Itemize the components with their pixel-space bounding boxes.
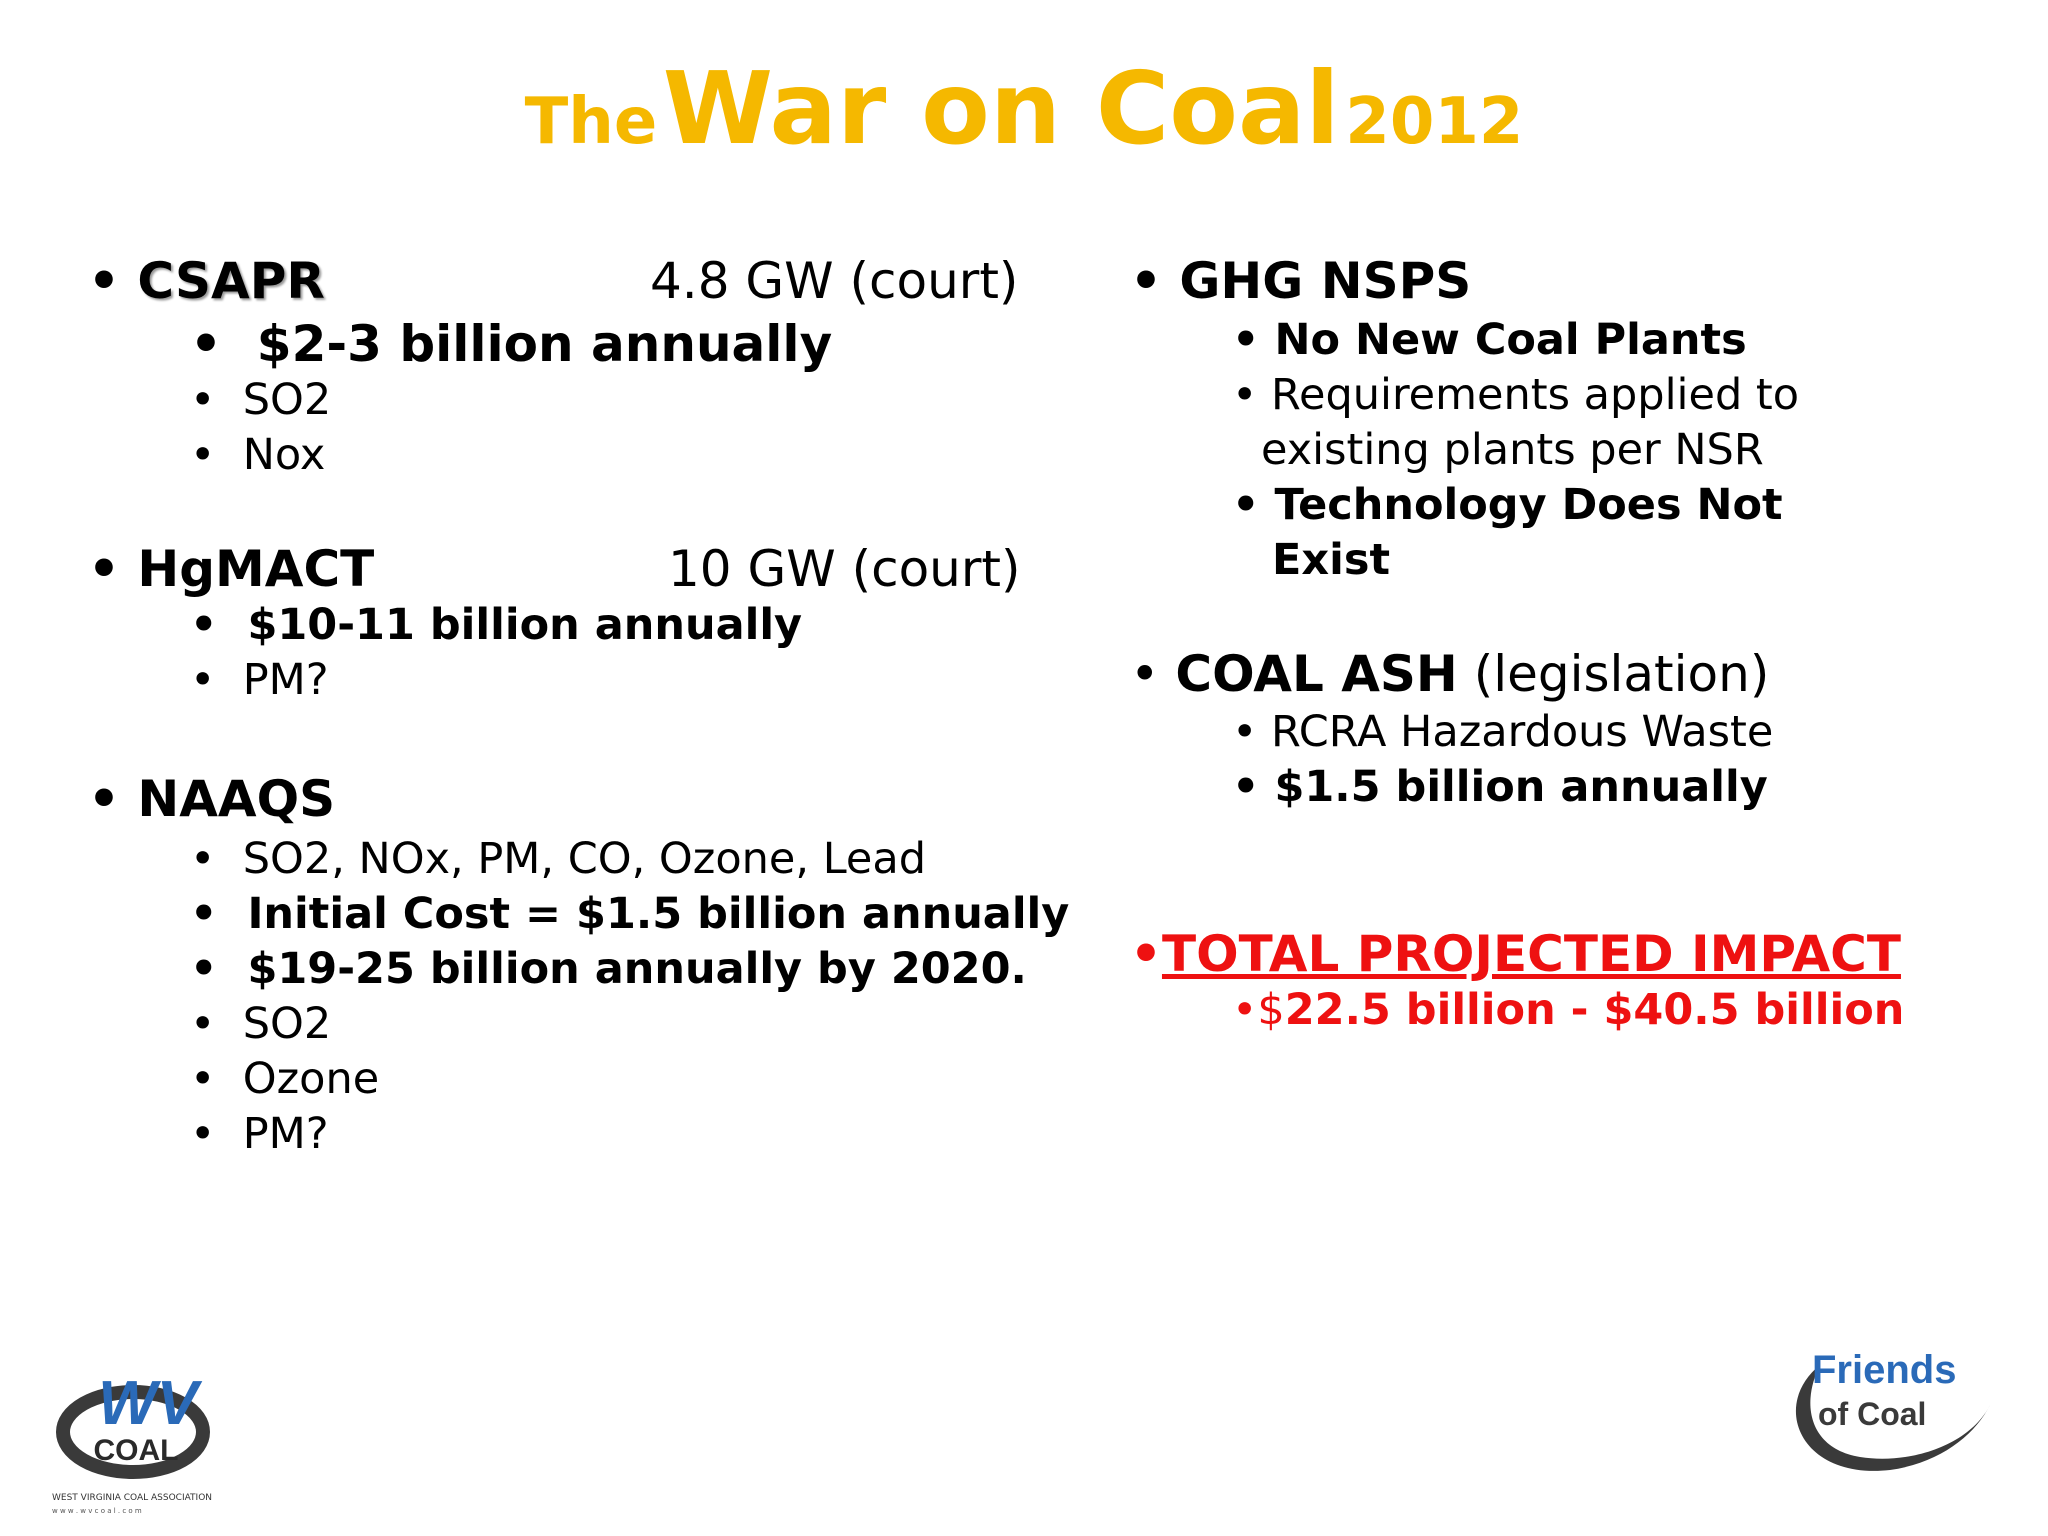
csapr-item-1: • $2-3 billion annually (190, 315, 833, 373)
csapr-item-3: • Nox (190, 430, 326, 480)
title-year: 2012 (1345, 85, 1524, 159)
ghg-item-3: • Technology Does Not (1232, 480, 1783, 530)
naaqs-heading: • NAAQS (88, 770, 336, 828)
coal-ash-heading: • COAL ASH (legislation) (1130, 645, 1770, 703)
svg-text:of Coal: of Coal (1818, 1396, 1926, 1432)
svg-text:Friends: Friends (1812, 1348, 1956, 1392)
ghg-item-2: • Requirements applied to (1232, 370, 1800, 420)
total-value: •$22.5 billion - $40.5 billion (1232, 985, 1905, 1035)
total-heading: •TOTAL PROJECTED IMPACT (1130, 925, 1901, 983)
naaqs-item-1: • SO2, NOx, PM, CO, Ozone, Lead (190, 834, 926, 884)
naaqs-item-5: • Ozone (190, 1054, 380, 1104)
hgmact-heading: • HgMACT (88, 540, 375, 598)
csapr-item-2: • SO2 (190, 375, 332, 425)
svg-text:COAL: COAL (94, 1434, 179, 1467)
ghg-item-2-cont: existing plants per NSR (1261, 425, 1764, 475)
svg-text:w w w . w v c o a l . c o m: w w w . w v c o a l . c o m (52, 1507, 142, 1515)
title-war-on-coal: War on Coal (662, 50, 1340, 167)
csapr-capacity: 4.8 GW (court) (650, 252, 1019, 310)
hgmact-capacity: 10 GW (court) (668, 540, 1021, 598)
hgmact-item-2: • PM? (190, 655, 329, 705)
naaqs-item-6: • PM? (190, 1109, 329, 1159)
title-the: The (524, 85, 658, 159)
svg-text:WEST VIRGINIA COAL ASSOCIATION: WEST VIRGINIA COAL ASSOCIATION (52, 1493, 212, 1503)
friends-of-coal-logo: Friends of Coal (1780, 1345, 2000, 1485)
ghg-item-3-cont: Exist (1272, 535, 1390, 585)
hgmact-item-1: • $10-11 billion annually (190, 600, 803, 650)
coal-ash-item-2: • $1.5 billion annually (1232, 762, 1768, 812)
ghg-heading: • GHG NSPS (1130, 252, 1472, 310)
naaqs-item-3: • $19-25 billion annually by 2020. (190, 944, 1027, 994)
csapr-heading: • CSAPR (88, 252, 325, 310)
naaqs-item-4: • SO2 (190, 999, 332, 1049)
ghg-item-1: • No New Coal Plants (1232, 315, 1747, 365)
svg-text:WV: WV (98, 1369, 203, 1438)
slide-title: The War on Coal 2012 (0, 50, 2048, 180)
coal-ash-item-1: • RCRA Hazardous Waste (1232, 707, 1774, 757)
naaqs-item-2: • Initial Cost = $1.5 billion annually (190, 889, 1070, 939)
wv-coal-logo: WV COAL WEST VIRGINIA COAL ASSOCIATION w… (48, 1360, 258, 1520)
